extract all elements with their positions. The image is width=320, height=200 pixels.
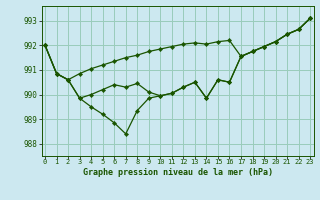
X-axis label: Graphe pression niveau de la mer (hPa): Graphe pression niveau de la mer (hPa) <box>83 168 273 177</box>
